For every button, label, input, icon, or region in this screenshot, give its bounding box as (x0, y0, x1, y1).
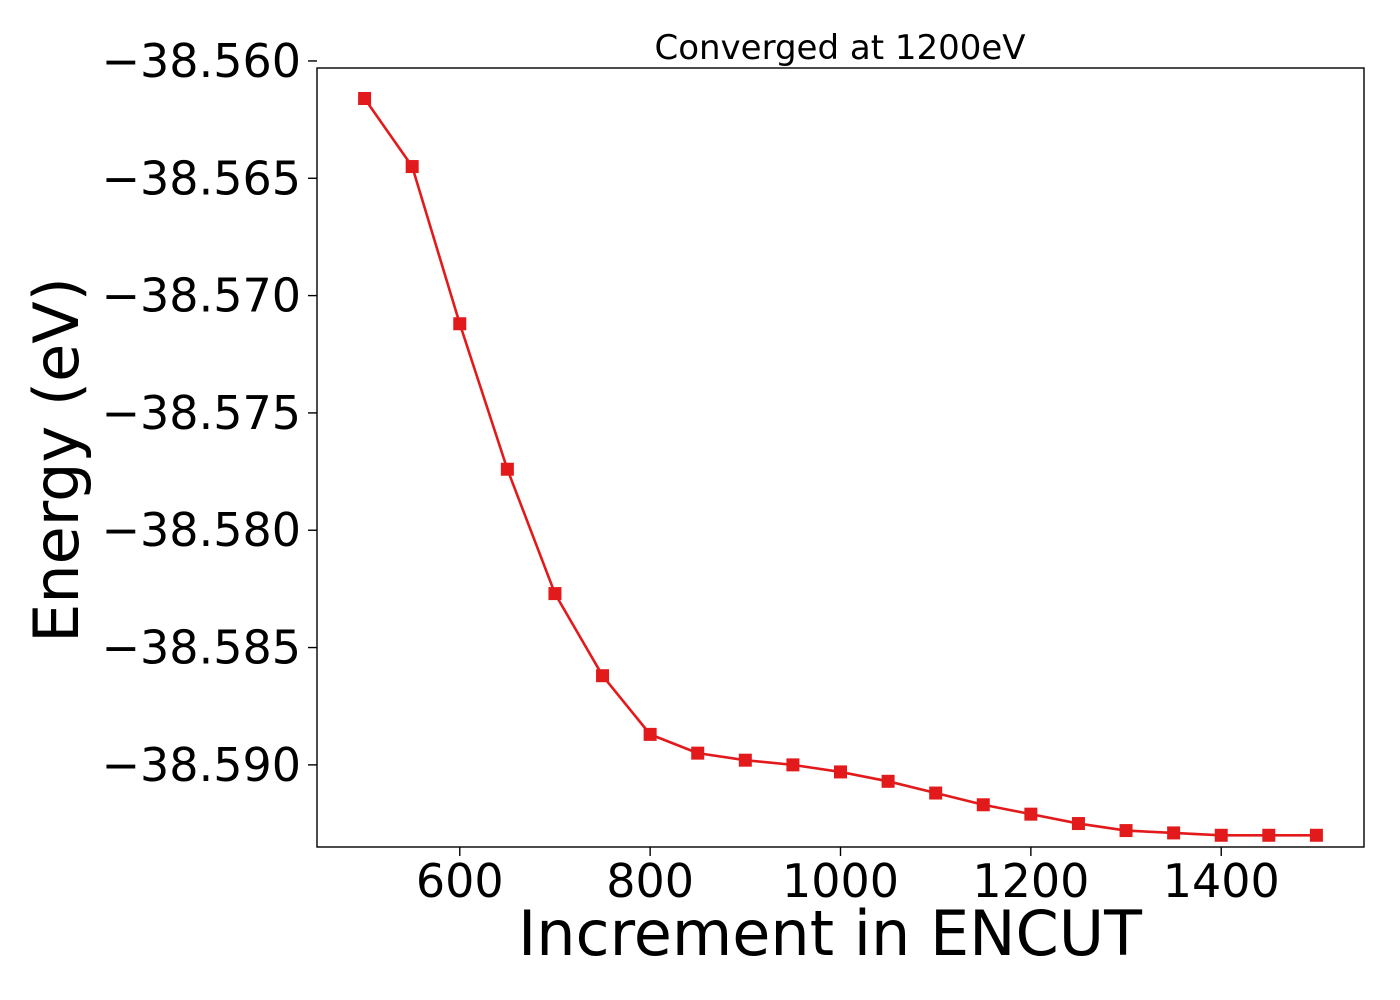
x-tick-label: 1200 (972, 854, 1089, 908)
data-point-marker (1214, 828, 1228, 842)
x-axis: 600 800 1000 1200 1400 (416, 847, 1280, 908)
x-tick-label: 800 (606, 854, 694, 908)
data-point-marker (358, 92, 372, 106)
data-point-marker (643, 727, 657, 741)
data-point-marker (548, 587, 562, 601)
y-tick-label: −38.575 (102, 386, 302, 440)
y-axis: −38.560 −38.565 −38.570 −38.575 −38.580 −38.5… (102, 34, 317, 792)
data-point-marker (1167, 826, 1181, 840)
data-point-marker (500, 462, 514, 476)
y-axis-label: Energy (eV) (20, 277, 93, 643)
data-point-marker (929, 786, 943, 800)
data-point-marker (596, 669, 610, 683)
data-point-marker (405, 160, 419, 174)
data-point-marker (1024, 807, 1038, 821)
data-point-marker (881, 774, 895, 788)
x-tick-label: 600 (416, 854, 504, 908)
y-tick-label: −38.570 (102, 269, 302, 323)
data-point-marker (691, 746, 705, 760)
y-tick-label: −38.590 (102, 738, 302, 792)
x-tick-label: 1400 (1163, 854, 1280, 908)
x-axis-label: Increment in ENCUT (518, 897, 1143, 970)
data-point-marker (1119, 824, 1133, 838)
data-point-marker (1309, 828, 1323, 842)
data-point-marker (976, 798, 990, 812)
data-point-marker (1262, 828, 1276, 842)
data-point-marker (1071, 817, 1085, 831)
data-point-marker (738, 753, 752, 767)
y-tick-label: −38.585 (102, 621, 302, 675)
chart-title: Converged at 1200eV (654, 28, 1025, 68)
y-tick-label: −38.580 (102, 503, 302, 557)
y-tick-label: −38.565 (102, 151, 302, 205)
data-point-marker (834, 765, 847, 779)
y-tick-label: −38.560 (102, 34, 302, 88)
series-line-group (358, 92, 1323, 842)
x-tick-label: 1000 (782, 854, 899, 908)
plot-area-frame (316, 67, 1365, 848)
data-point-marker (453, 317, 467, 331)
data-point-marker (786, 758, 800, 772)
